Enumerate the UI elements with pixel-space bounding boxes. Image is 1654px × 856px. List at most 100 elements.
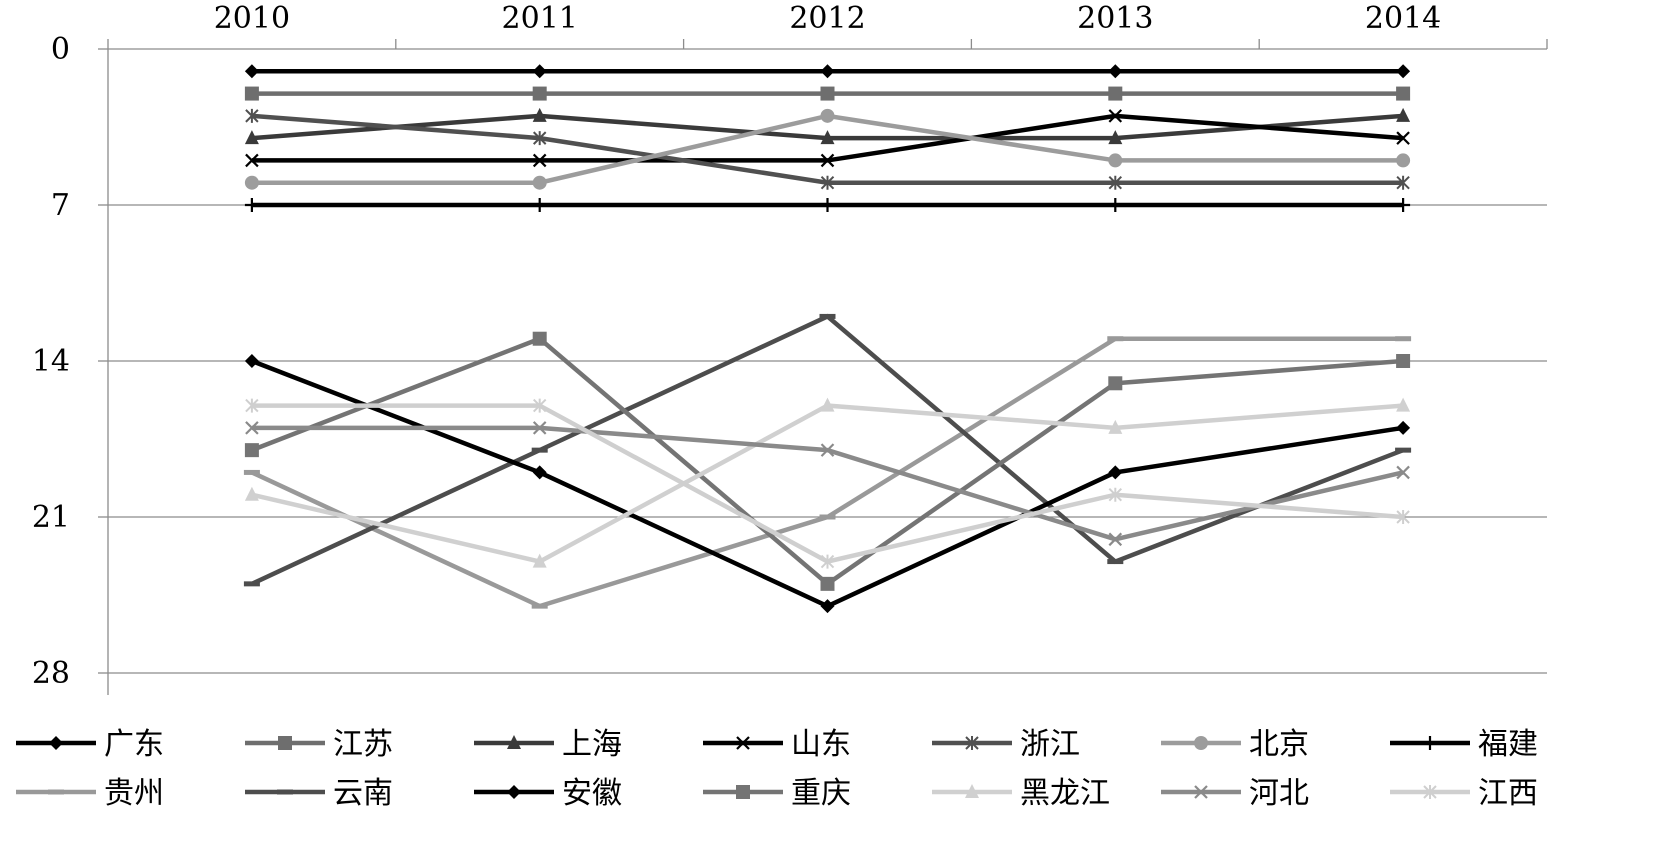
data-point [1108,376,1123,391]
series-9 [244,354,1411,614]
data-point [1396,397,1411,412]
legend-marker [277,789,293,795]
data-point [532,553,547,568]
legend-marker [49,736,63,750]
legend-label: 福建 [1478,727,1538,762]
legend-label: 广东 [104,727,164,762]
data-point [244,175,259,190]
data-point [1108,419,1123,434]
legend-marker [736,736,750,750]
data-point [532,398,547,413]
legend-marker [1423,785,1437,799]
legend-label: 贵州 [104,776,164,811]
y-tick-label: 21 [32,500,70,535]
data-point [1396,64,1411,79]
data-point [1107,336,1124,342]
legend-marker [278,736,292,750]
axis-layer: 0 7 14 21 28 2010 2011 2012 2013 2014 [32,1,1548,695]
series-line [251,336,1404,587]
series-12 [245,421,1410,547]
data-point [1108,465,1123,480]
data-point [1108,198,1123,212]
data-point [531,603,548,609]
data-point [820,64,835,79]
data-point [1395,447,1412,453]
y-tick-label: 7 [51,188,70,223]
x-tick-label: 2010 [214,1,290,36]
series-4 [245,108,1410,190]
series-11 [244,397,1411,568]
legend-item: 河北 [1161,776,1309,811]
legend-item: 北京 [1161,727,1309,762]
legend-label: 北京 [1249,727,1309,762]
series-5 [244,108,1411,190]
data-point [820,86,835,101]
data-point [243,581,260,587]
data-point [1396,153,1411,168]
legend-marker [1423,736,1437,750]
data-point [244,443,259,458]
data-point [1396,175,1410,190]
data-point [1395,336,1412,342]
data-point [532,107,547,122]
data-point [245,398,259,413]
data-point [1108,153,1123,168]
data-point [244,198,259,212]
x-tick-label: 2014 [1365,1,1441,36]
legend-label: 山东 [791,727,851,762]
y-tick-label: 28 [32,656,70,691]
legend-marker [965,784,979,798]
legend-item: 浙江 [932,727,1080,762]
legend-item: 江西 [1390,776,1538,811]
series-1 [244,86,1411,101]
data-point [1396,510,1410,524]
series-7 [243,336,1412,609]
data-point [532,465,547,480]
legend-item: 上海 [474,727,622,762]
legend-item: 广东 [16,727,164,762]
data-point [243,469,260,475]
data-point [244,354,259,368]
data-point [1107,559,1124,565]
data-point [532,175,547,190]
data-point [532,64,547,79]
legend-label: 上海 [562,727,622,762]
series-6 [244,198,1411,212]
legend-item: 福建 [1390,727,1538,762]
legend-marker [965,736,979,750]
legend-marker [1194,785,1208,799]
data-point [1396,131,1410,145]
data-point [532,421,547,435]
data-point [819,313,836,319]
data-point [245,421,259,435]
x-tick-label: 2013 [1077,1,1153,36]
legend-item: 江苏 [245,727,393,762]
legend-marker [507,785,521,799]
legend-label: 黑龙江 [1020,776,1110,811]
data-point [244,86,259,101]
legend-marker [48,789,64,795]
data-point [1108,175,1123,190]
data-point [819,514,836,520]
data-point [244,130,259,145]
legend-label: 云南 [333,776,393,811]
series-0 [244,64,1411,79]
data-point [1108,64,1123,79]
data-point [532,86,547,101]
data-point [1108,532,1123,547]
data-point [532,331,547,346]
data-point [1108,130,1123,145]
x-tick-label: 2012 [789,1,865,36]
legend-marker [736,785,750,799]
data-point [245,108,259,123]
data-point [244,64,259,79]
data-point [532,198,547,212]
legend-label: 重庆 [791,776,851,811]
data-point [532,131,547,146]
legend-label: 江苏 [333,727,393,762]
data-point [820,198,835,212]
y-tick-label: 14 [32,344,70,379]
data-point [1396,86,1411,101]
